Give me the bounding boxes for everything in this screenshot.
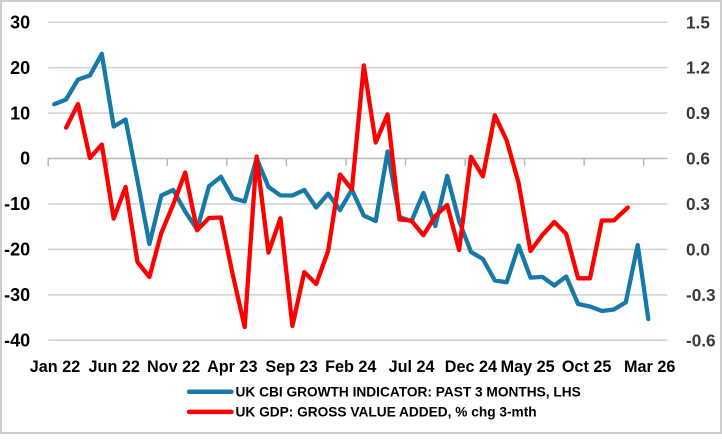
- svg-text:UK CBI GROWTH INDICATOR: PAST: UK CBI GROWTH INDICATOR: PAST 3 MONTHS, …: [236, 385, 581, 400]
- svg-text:-10: -10: [4, 194, 30, 214]
- svg-text:Apr 23: Apr 23: [207, 358, 257, 376]
- svg-text:10: 10: [10, 103, 30, 123]
- svg-text:1.2: 1.2: [686, 58, 710, 78]
- svg-text:Jun 22: Jun 22: [89, 358, 140, 376]
- svg-text:May 25: May 25: [501, 358, 555, 376]
- svg-text:0.9: 0.9: [686, 103, 710, 123]
- svg-text:Feb 24: Feb 24: [325, 358, 376, 376]
- svg-text:30: 30: [10, 12, 30, 32]
- svg-text:-20: -20: [4, 240, 30, 260]
- svg-text:0.3: 0.3: [686, 194, 710, 214]
- svg-text:UK GDP: GROSS VALUE ADDED, % c: UK GDP: GROSS VALUE ADDED, % chg 3-mth: [236, 405, 537, 420]
- svg-text:Sep 23: Sep 23: [265, 358, 317, 376]
- svg-text:Dec 24: Dec 24: [445, 358, 497, 376]
- svg-text:-0.6: -0.6: [686, 330, 716, 350]
- svg-text:0.6: 0.6: [686, 149, 710, 169]
- svg-text:-30: -30: [4, 285, 30, 305]
- svg-text:Jul 24: Jul 24: [389, 358, 435, 376]
- svg-text:20: 20: [10, 58, 30, 78]
- svg-text:Jan 22: Jan 22: [30, 358, 80, 376]
- svg-text:-0.3: -0.3: [686, 285, 716, 305]
- svg-text:Nov 22: Nov 22: [147, 358, 200, 376]
- svg-text:Oct 25: Oct 25: [562, 358, 612, 376]
- svg-text:Mar 26: Mar 26: [624, 358, 675, 376]
- svg-text:0.0: 0.0: [686, 240, 710, 260]
- svg-text:1.5: 1.5: [686, 12, 710, 32]
- svg-text:-40: -40: [4, 331, 30, 351]
- svg-text:0: 0: [20, 149, 30, 169]
